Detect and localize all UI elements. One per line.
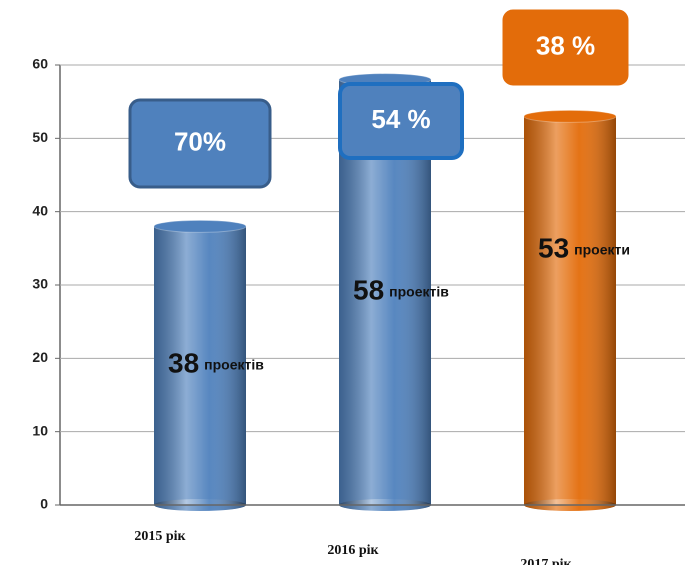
value-label: 58 проектів: [353, 275, 449, 306]
value-label: 38 проектів: [168, 348, 264, 379]
annotation-box: [338, 82, 464, 160]
value-label: 53 проекти: [538, 233, 630, 264]
y-tick-label: 20: [32, 349, 48, 365]
y-tick-label: 30: [32, 276, 48, 292]
annotation: 38 %: [536, 30, 595, 60]
bar-top: [153, 219, 247, 233]
annotation: 70%: [174, 126, 226, 156]
annotation: 54 %: [371, 104, 430, 134]
bar-shade: [154, 226, 246, 506]
x-tick-label: 2016 рік: [327, 543, 379, 558]
annotation-box: [128, 98, 272, 189]
x-tick-label: 2015 рік: [134, 529, 186, 544]
y-tick-label: 10: [32, 422, 48, 438]
y-tick-label: 40: [32, 202, 48, 218]
y-tick-label: 50: [32, 129, 48, 145]
bar-top: [523, 109, 617, 123]
y-tick-label: 60: [32, 56, 48, 72]
bar: [153, 219, 247, 511]
bar-shade: [524, 116, 616, 505]
annotation-box: [502, 9, 629, 86]
y-tick-label: 0: [40, 496, 48, 512]
x-tick-label: 2017 рік: [520, 557, 572, 565]
bar: [523, 109, 617, 511]
